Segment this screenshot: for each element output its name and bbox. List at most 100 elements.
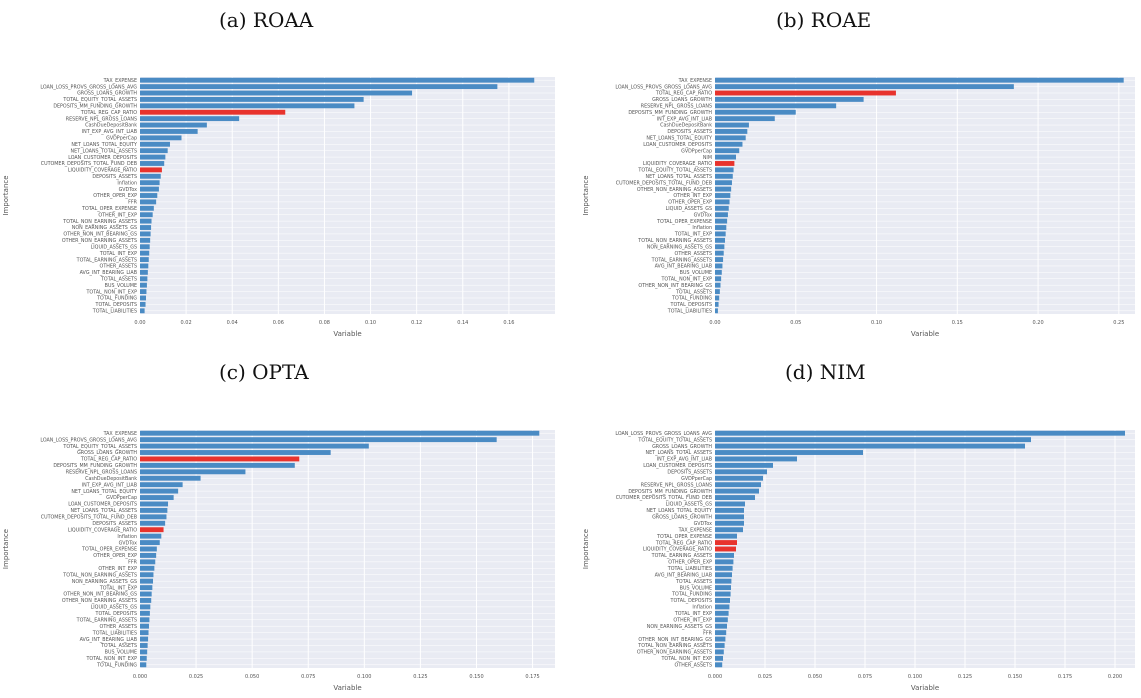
chart-opta: 0.000 0.025 0.050 0.075 0.100 0.125 0.150 0.175… xyxy=(0,420,560,698)
y-tick-label: RESERVE_NPL_GROSS_LOANS xyxy=(641,104,712,110)
bar xyxy=(140,218,152,224)
bar xyxy=(140,514,167,520)
bar xyxy=(140,77,535,83)
bar xyxy=(140,430,540,436)
bar xyxy=(715,598,730,603)
bar xyxy=(715,244,725,250)
bar xyxy=(140,450,331,455)
x-tick-label: 0.05 xyxy=(790,320,801,326)
x-tick-label: 0.06 xyxy=(273,320,284,326)
y-tick-label: GVDPperCap xyxy=(106,136,137,142)
bar xyxy=(715,122,749,128)
y-tick-label: GROSS_LOANS_GROWTH xyxy=(77,91,137,97)
y-tick-label: CUTOMER_DEPOSITS_TOTAL_FUND_DEB xyxy=(41,161,137,167)
y-tick-label: Inflation xyxy=(692,605,712,611)
bar xyxy=(140,520,166,526)
y-tick-label: OTHER_NON_INT_BEARING_GS xyxy=(638,637,712,643)
bar xyxy=(140,598,152,603)
y-tick-label: DEPOSITS_MM_FUNDING_GROWTH xyxy=(628,110,712,116)
bar xyxy=(715,129,748,134)
y-tick-label: LIQUID_ASSETS_GS xyxy=(666,502,712,508)
y-tick-label: TOTAL_DEPOSITS xyxy=(670,598,712,604)
x-tick-label: 0.050 xyxy=(245,674,259,680)
bar xyxy=(140,585,153,591)
x-tick-label: 0.12 xyxy=(411,320,422,326)
bar xyxy=(140,122,207,128)
bar xyxy=(140,244,150,250)
bar xyxy=(715,180,732,186)
y-axis-label: Importance xyxy=(2,175,10,215)
y-tick-label: BUS_VOLUME xyxy=(680,585,712,591)
y-tick-label: DEPOSITS_MM_FUNDING_GROWTH xyxy=(53,104,137,110)
y-tick-label: DEPOSITS_ASSETS xyxy=(667,129,712,135)
y-tick-label: TOTAL_FUNDING xyxy=(96,662,137,668)
bar xyxy=(715,655,723,661)
y-tick-label: GROSS_LOANS_GROWTH xyxy=(77,450,137,456)
y-tick-label: TOTAL_REG_CAP_RATIO xyxy=(80,110,137,116)
y-tick-label: DEPOSITS_MM_FUNDING_GROWTH xyxy=(628,489,712,495)
y-tick-label: TOTAL_FUNDING xyxy=(96,296,137,302)
bar xyxy=(140,623,149,629)
x-tick-label: 0.075 xyxy=(858,674,872,680)
bar xyxy=(715,308,718,314)
bar xyxy=(715,662,723,668)
bar xyxy=(715,462,773,468)
bar xyxy=(715,604,730,610)
bar xyxy=(140,135,182,141)
x-tick-label: 0.050 xyxy=(808,674,822,680)
bar xyxy=(715,578,732,584)
y-tick-label: LIQUID_ASSETS_GS xyxy=(91,244,137,250)
y-tick-label: OTHER_INT_EXP xyxy=(673,617,712,623)
bar xyxy=(715,585,731,591)
x-axis-label: Variable xyxy=(333,684,361,692)
bar xyxy=(715,488,759,494)
bar xyxy=(715,643,725,648)
y-tick-label: NET_LOANS_TOTAL_EQUITY xyxy=(71,142,137,148)
bar xyxy=(140,456,300,462)
chart-roaa: 0.00 0.02 0.04 0.06 0.08 0.10 0.12 0.14 0.16 TAX_… xyxy=(0,62,560,348)
x-tick-label: 0.100 xyxy=(357,674,371,680)
y-tick-label: LOAN_CUSTOMER_DEPOSITS xyxy=(643,463,712,469)
bar xyxy=(140,154,166,160)
x-tick-label: 0.125 xyxy=(958,674,972,680)
y-tick-label: TOTAL_NON_EARNING_ASSETS xyxy=(62,572,137,578)
y-tick-label: OTHER_OPER_EXP xyxy=(668,560,712,566)
y-tick-label: TOTAL_EARNING_ASSETS xyxy=(76,257,137,263)
x-tick-label: 0.00 xyxy=(134,320,145,326)
bar xyxy=(140,604,151,610)
bar xyxy=(140,527,164,533)
y-tick-label: NET_LOANS_TOTAL_EQUITY xyxy=(71,489,137,495)
caption-b: (b) ROAE xyxy=(776,8,872,32)
bar xyxy=(140,501,169,507)
y-tick-label: CashDueDepositBank xyxy=(85,476,137,482)
bar xyxy=(715,649,724,655)
bar xyxy=(715,282,721,288)
bar xyxy=(715,237,726,243)
y-tick-label: TOTAL_LIABILITIES xyxy=(92,308,137,314)
y-tick-label: GROSS_LOANS_GROWTH xyxy=(652,97,712,103)
x-tick-label: 0.10 xyxy=(871,320,882,326)
y-tick-label: TOTAL_INT_EXP xyxy=(674,232,712,238)
y-tick-label: LIQUID_ASSETS_GS xyxy=(666,206,712,212)
bar xyxy=(715,84,1014,90)
bar xyxy=(140,167,162,173)
bar xyxy=(140,148,168,154)
bar xyxy=(715,301,719,307)
y-tick-label: LOAN_CUSTOMER_DEPOSITS xyxy=(643,142,712,148)
bar xyxy=(715,533,737,539)
x-axis-label: Variable xyxy=(911,684,939,692)
y-tick-label: TAX_EXPENSE xyxy=(103,431,137,437)
y-tick-label: TAX_EXPENSE xyxy=(678,527,712,533)
bar xyxy=(715,276,722,282)
bar xyxy=(715,501,745,507)
y-tick-label: TOTAL_NON_INT_EXP xyxy=(660,276,712,282)
bar xyxy=(715,514,744,520)
y-tick-label: BUS_VOLUME xyxy=(680,270,712,276)
bar xyxy=(140,205,154,211)
x-tick-label: 0.025 xyxy=(758,674,772,680)
y-tick-label: GVDTox xyxy=(694,521,713,527)
y-tick-label: CashDueDepositBank xyxy=(85,123,137,129)
y-tick-label: Inflation xyxy=(692,225,712,231)
y-tick-label: INT_EXP_AVG_INT_LIAB xyxy=(82,129,137,135)
y-tick-label: GVDPperCap xyxy=(681,148,712,154)
